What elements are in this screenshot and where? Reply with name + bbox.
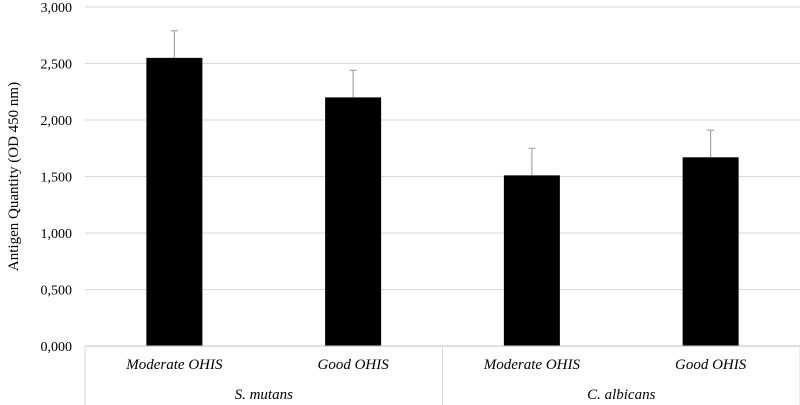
- x-tick-label: Good OHIS: [318, 357, 390, 373]
- y-tick-label: 2,500: [41, 58, 73, 73]
- y-tick-labels: 0,000 0,500 1,000 1,500 2,000 2,500 3,000: [41, 1, 73, 355]
- gridlines: [85, 6, 800, 290]
- x-group-label: S. mutans: [235, 387, 294, 403]
- bars: [146, 57, 739, 347]
- error-bars: [170, 30, 715, 176]
- bar: [146, 57, 203, 346]
- x-tick-label: Good OHIS: [675, 357, 747, 373]
- bar: [682, 157, 739, 346]
- y-tick-label: 1,000: [41, 227, 73, 242]
- y-tick-label: 3,000: [41, 1, 73, 16]
- bar: [325, 97, 382, 347]
- bar: [503, 175, 560, 346]
- y-tick-label: 0,000: [41, 340, 73, 355]
- x-group-label: C. albicans: [587, 387, 655, 403]
- x-tick-label: Moderate OHIS: [483, 357, 581, 373]
- x-tick-label: Moderate OHIS: [125, 357, 223, 373]
- y-axis-title: Antigen Quantity (OD 450 nm): [6, 82, 22, 271]
- y-tick-label: 2,000: [41, 114, 73, 129]
- x-axis: [84, 345, 800, 405]
- x-category-labels: Moderate OHIS Good OHIS S. mutans Moderate …: [125, 357, 746, 403]
- y-tick-label: 1,500: [41, 171, 73, 186]
- y-tick-label: 0,500: [41, 284, 73, 299]
